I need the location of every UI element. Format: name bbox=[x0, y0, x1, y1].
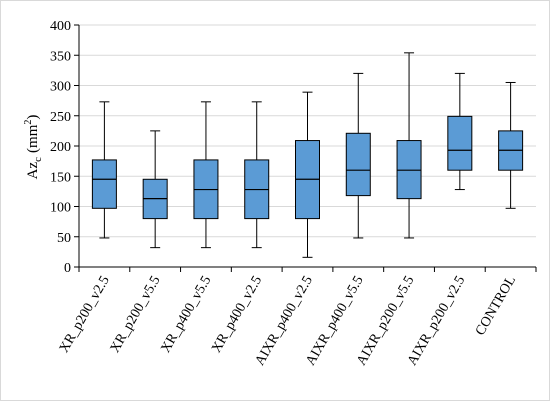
y-tick-label: 100 bbox=[50, 201, 71, 216]
y-tick-label: 300 bbox=[50, 80, 71, 95]
iqr-box bbox=[396, 140, 422, 200]
x-axis-labels: XR_p200_v2.5XR_p200_v5.5XR_p400_v5.5XR_p… bbox=[57, 274, 519, 369]
box-XR_p400_v2.5 bbox=[244, 101, 270, 249]
iqr-box bbox=[447, 115, 473, 171]
y-tick-label: 250 bbox=[50, 110, 71, 125]
y-axis-title-unit-superscript: 2 bbox=[23, 120, 34, 125]
x-tick-label: XR_p200_v5.5 bbox=[108, 274, 164, 356]
box-XR_p400_v5.5 bbox=[193, 101, 219, 249]
y-tick-label: 400 bbox=[50, 19, 71, 34]
box-XR_p200_v2.5 bbox=[91, 101, 117, 239]
y-axis-title-unit-close: ) bbox=[25, 115, 41, 120]
y-axis-title-unit: (mm bbox=[25, 124, 41, 153]
y-tick-label: 150 bbox=[50, 170, 71, 185]
y-tick-label: 0 bbox=[64, 261, 71, 276]
y-tick-label: 50 bbox=[57, 231, 71, 246]
y-axis-title-subscript: c bbox=[32, 157, 44, 162]
box-AIXR_p200_v2.5 bbox=[447, 72, 473, 191]
box-AIXR_p400_v5.5 bbox=[345, 72, 371, 239]
y-tick-label: 200 bbox=[50, 140, 71, 155]
box-XR_p200_v5.5 bbox=[142, 130, 168, 249]
box-CONTROL bbox=[498, 81, 524, 209]
iqr-box bbox=[345, 132, 371, 197]
y-axis-title-main: Az bbox=[25, 162, 41, 180]
y-axis-title: Azc (mm2) bbox=[23, 115, 44, 180]
iqr-box bbox=[91, 159, 117, 209]
y-tick-label: 350 bbox=[50, 49, 71, 64]
y-axis-ticks: 0 50 100 150 200 250 300 350 400 bbox=[50, 19, 537, 276]
x-tick-label: XR_p200_v2.5 bbox=[57, 274, 113, 356]
box-AIXR_p200_v5.5 bbox=[396, 52, 422, 239]
x-tick-label: XR_p400_v2.5 bbox=[209, 274, 265, 356]
x-tick-label: CONTROL bbox=[473, 274, 519, 339]
x-tick-label: AIXR_p200_v2.5 bbox=[405, 274, 468, 369]
box-AIXR_p400_v2.5 bbox=[295, 91, 320, 258]
box-series bbox=[91, 52, 524, 258]
x-tick-label: XR_p400_v5.5 bbox=[158, 274, 214, 356]
